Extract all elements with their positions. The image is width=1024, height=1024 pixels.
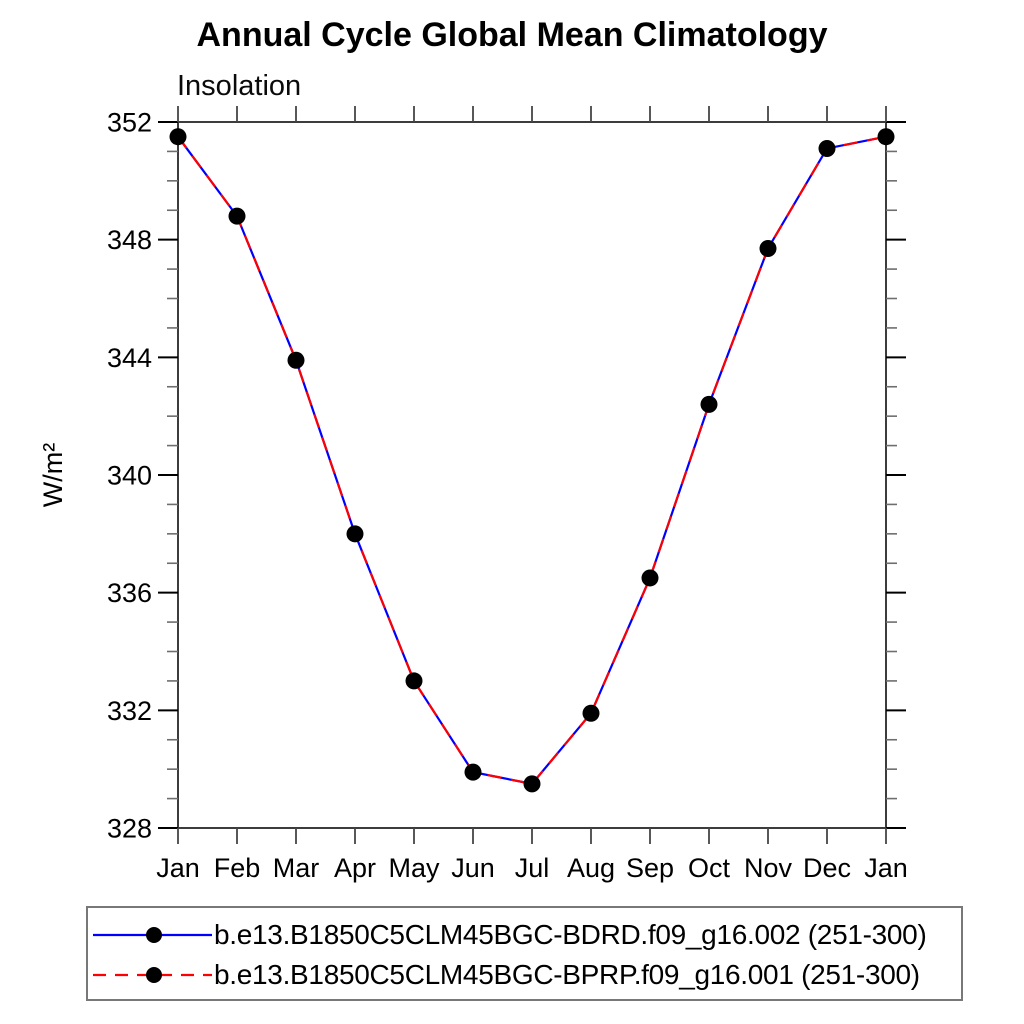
y-axis-tick-label: 340: [107, 461, 152, 491]
y-axis-title: W/m²: [38, 443, 68, 507]
series-line-0: [177, 135, 887, 786]
data-point-marker: [759, 239, 777, 257]
x-axis-tick-label: Jun: [451, 853, 495, 883]
x-axis-tick-label: Nov: [744, 853, 793, 883]
y-axis-tick-label: 348: [107, 225, 152, 255]
x-axis-tick-label: Feb: [214, 853, 261, 883]
chart-subtitle: Insolation: [177, 70, 302, 102]
data-point-marker: [464, 763, 482, 781]
y-axis-tick-label: 336: [107, 578, 152, 608]
y-axis-tick-label: 352: [107, 108, 152, 138]
x-axis-tick-label: Dec: [803, 853, 851, 883]
x-axis-tick-label: Jan: [156, 853, 200, 883]
legend-label: b.e13.B1850C5CLM45BGC-BPRP.f09_g16.001 (…: [214, 959, 920, 990]
data-point-marker: [405, 672, 423, 690]
x-axis-tick-label: Apr: [334, 853, 376, 883]
legend-item: b.e13.B1850C5CLM45BGC-BPRP.f09_g16.001 (…: [88, 955, 961, 995]
legend-line-sample-solid: [93, 927, 212, 943]
data-point-marker: [582, 704, 600, 722]
legend-label: b.e13.B1850C5CLM45BGC-BDRD.f09_g16.002 (…: [214, 919, 927, 950]
data-point-marker: [818, 139, 836, 157]
y-axis-tick-label: 344: [107, 343, 152, 373]
legend-sample-marker: [146, 927, 162, 943]
x-axis-tick-label: Oct: [688, 853, 731, 883]
x-axis-tick-label: Sep: [626, 853, 674, 883]
plot-area: 328 332 336 340 344 348 352 Jan Feb Mar Apr May Jun J…: [38, 106, 908, 883]
data-point-marker: [700, 395, 718, 413]
chart-title: Annual Cycle Global Mean Climatology: [196, 16, 828, 54]
y-axis-tick-label: 332: [107, 696, 152, 726]
data-point-marker: [641, 569, 659, 587]
legend-sample-marker: [146, 967, 162, 983]
x-axis-tick-label: May: [388, 853, 440, 883]
x-axis-tick-label: Aug: [567, 853, 615, 883]
data-point-marker: [523, 775, 541, 793]
x-axis-tick-label: Jan: [864, 853, 908, 883]
legend-line-sample-dashed: [93, 967, 212, 983]
legend: b.e13.B1850C5CLM45BGC-BDRD.f09_g16.002 (…: [86, 906, 963, 1001]
x-axis-tick-label: Mar: [273, 853, 320, 883]
data-point-marker: [877, 128, 895, 146]
data-point-marker: [169, 128, 187, 146]
data-point-marker: [228, 207, 246, 225]
y-axis-tick-label: 328: [107, 814, 152, 844]
x-axis-tick-label: Jul: [515, 853, 550, 883]
legend-item: b.e13.B1850C5CLM45BGC-BDRD.f09_g16.002 (…: [88, 915, 961, 955]
series-line-1: [177, 135, 887, 786]
data-point-marker: [287, 351, 305, 369]
data-point-marker: [346, 525, 364, 543]
